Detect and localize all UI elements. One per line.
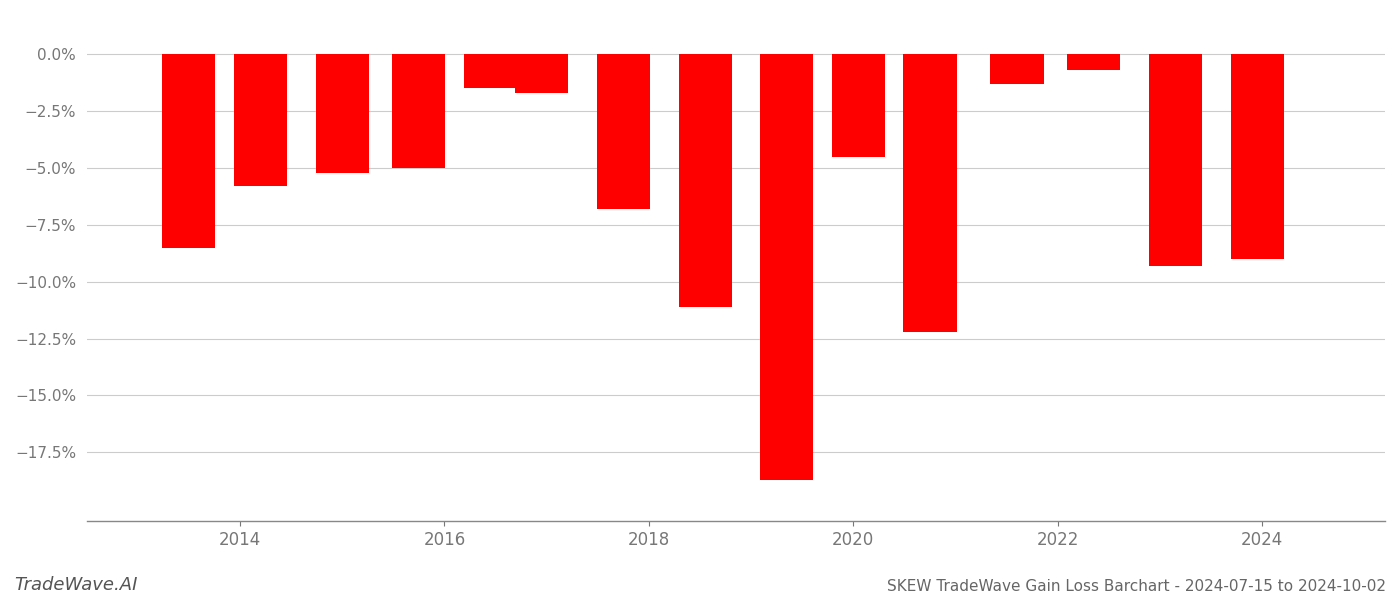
Bar	[463, 54, 517, 88]
Bar	[515, 54, 568, 93]
Bar	[315, 54, 368, 173]
Bar	[1231, 54, 1284, 259]
Bar	[1067, 54, 1120, 70]
Text: TradeWave.AI: TradeWave.AI	[14, 576, 137, 594]
Bar	[1149, 54, 1203, 266]
Bar	[903, 54, 956, 332]
Bar	[760, 54, 813, 479]
Bar	[679, 54, 732, 307]
Bar	[596, 54, 650, 209]
Text: SKEW TradeWave Gain Loss Barchart - 2024-07-15 to 2024-10-02: SKEW TradeWave Gain Loss Barchart - 2024…	[888, 579, 1386, 594]
Bar	[234, 54, 287, 186]
Bar	[832, 54, 885, 157]
Bar	[990, 54, 1043, 84]
Bar	[162, 54, 216, 248]
Bar	[392, 54, 445, 168]
